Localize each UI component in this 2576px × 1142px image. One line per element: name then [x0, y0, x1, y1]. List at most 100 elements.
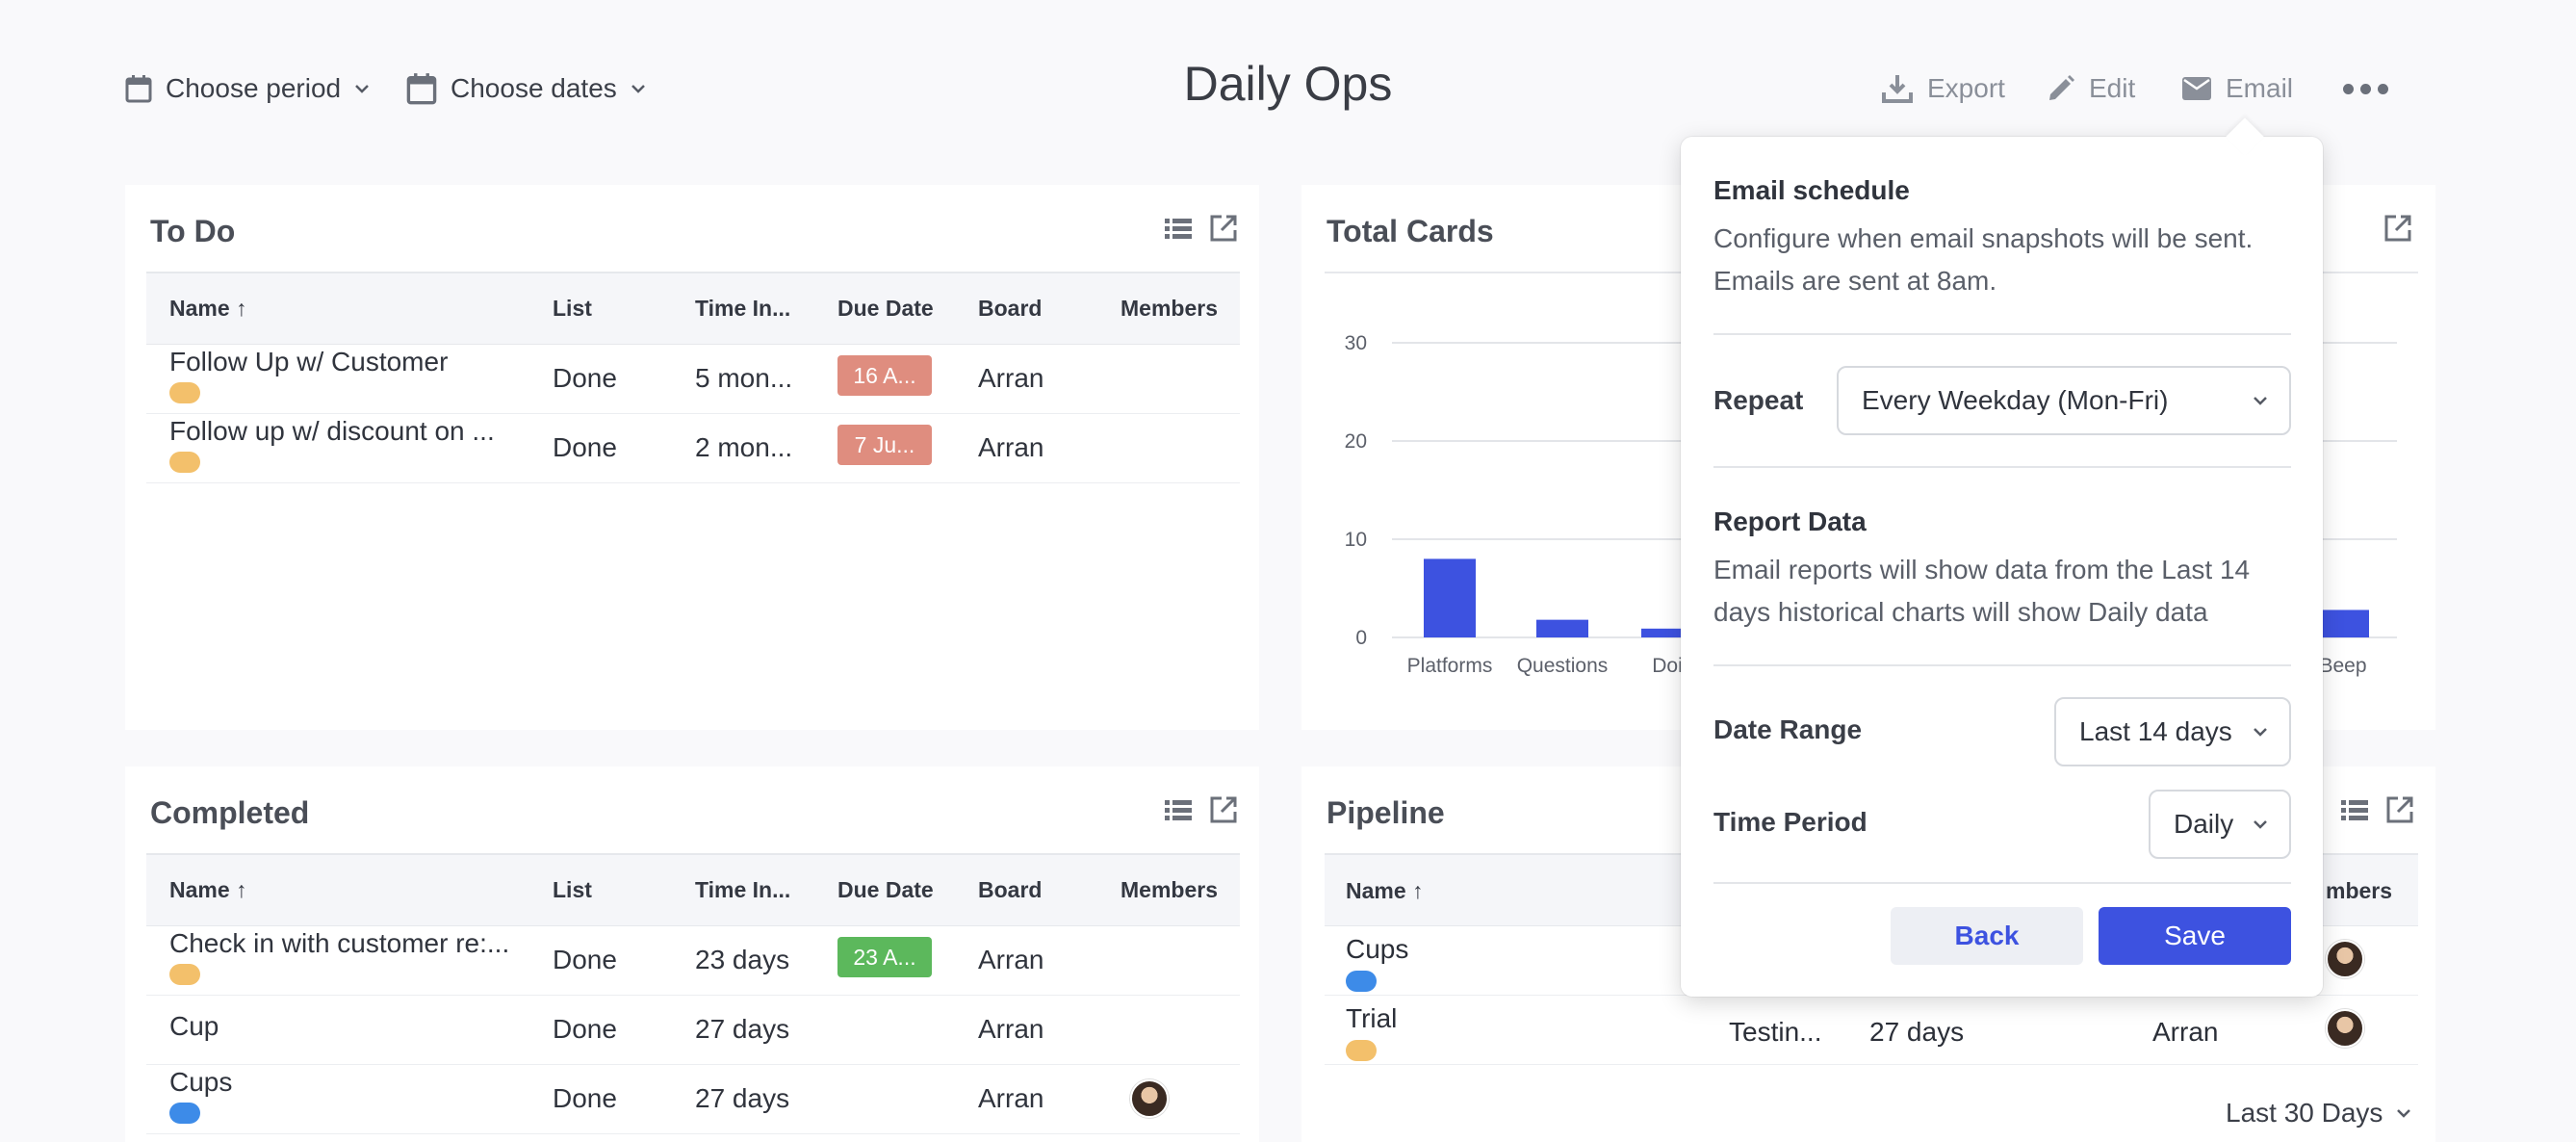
- table-row[interactable]: Cups Done 27 days Arran: [146, 1064, 1240, 1134]
- open-external-icon: [2384, 215, 2411, 242]
- y-tick-label: 30: [1345, 332, 1367, 354]
- repeat-value: Every Weekday (Mon-Fri): [1862, 385, 2169, 415]
- completed-table: Name ↑ List Time In... Due Date Board Me…: [146, 853, 1240, 1134]
- back-button[interactable]: Back: [1891, 907, 2083, 965]
- card-name: Cup: [169, 1012, 219, 1041]
- repeat-label: Repeat: [1713, 385, 1804, 415]
- label-dot: [169, 1103, 200, 1124]
- column-header-time-in[interactable]: Time In...: [672, 853, 814, 926]
- bar[interactable]: [1536, 619, 1588, 637]
- choose-dates-label: Choose dates: [451, 73, 617, 103]
- completed-title: Completed: [150, 795, 310, 830]
- card-name: Cups: [169, 1068, 233, 1097]
- list-view-icon[interactable]: [2341, 798, 2368, 821]
- list-view-icon[interactable]: [1165, 217, 1192, 240]
- chevron-down-icon: [2254, 397, 2267, 405]
- x-tick-label: Doi: [1652, 655, 1683, 677]
- calendar-icon: [125, 75, 152, 103]
- card-board: Arran: [955, 925, 1097, 996]
- column-header-name[interactable]: Name ↑: [146, 272, 529, 345]
- card-time-in: 27 days: [1869, 1017, 1965, 1047]
- table-row[interactable]: Follow Up w/ Customer Done 5 mon... 16 A...…: [146, 344, 1240, 414]
- avatar: [2326, 940, 2364, 978]
- card-name-cell: Follow up w/ discount on ...: [146, 413, 529, 483]
- card-list: Done: [529, 413, 672, 483]
- y-tick-label: 10: [1345, 529, 1367, 551]
- open-external-icon[interactable]: [2385, 795, 2414, 824]
- pipeline-title: Pipeline: [1327, 795, 1445, 830]
- chevron-down-icon: [2254, 820, 2267, 829]
- x-tick-label: Platforms: [1407, 655, 1493, 677]
- report-data-title: Report Data: [1713, 506, 1867, 536]
- date-range-label: Date Range: [1713, 714, 1863, 744]
- open-external-icon[interactable]: [1209, 795, 1238, 824]
- bar[interactable]: [1641, 628, 1693, 637]
- column-header-board[interactable]: Board: [955, 272, 1097, 345]
- choose-dates-button[interactable]: Choose dates: [406, 67, 646, 110]
- table-row[interactable]: Cup Done 27 days Arran: [146, 995, 1240, 1065]
- card-time-in: 5 mon...: [672, 344, 814, 414]
- label-dot: [169, 382, 200, 403]
- divider: [1713, 333, 2291, 335]
- card-name-cell: Check in with customer re:...: [146, 925, 529, 996]
- card-list: Done: [529, 925, 672, 996]
- email-button[interactable]: Email: [2181, 67, 2293, 110]
- card-name: Trial: [1346, 1003, 1398, 1033]
- card-list: Testin...: [1729, 1017, 1822, 1047]
- more-options-button[interactable]: [2343, 75, 2388, 102]
- todo-panel-icons: [1165, 214, 1238, 243]
- column-header-list[interactable]: List: [529, 853, 672, 926]
- card-board: Arran: [955, 413, 1097, 483]
- bar[interactable]: [2317, 610, 2369, 637]
- column-header-members[interactable]: Members: [1097, 853, 1240, 926]
- time-period-select[interactable]: Daily: [2149, 790, 2291, 859]
- card-list: Done: [529, 995, 672, 1065]
- column-header-members[interactable]: mbers: [2326, 878, 2393, 903]
- date-range-select[interactable]: Last 14 days: [2054, 697, 2291, 766]
- time-period-label: Time Period: [1713, 807, 1868, 837]
- pipeline-panel-icons: [2341, 795, 2414, 824]
- total-cards-title: Total Cards: [1327, 214, 1494, 248]
- table-row[interactable]: Follow up w/ discount on ... Done 2 mon...…: [146, 413, 1240, 483]
- list-view-icon[interactable]: [1165, 798, 1192, 821]
- completed-panel-icons: [1165, 795, 1238, 824]
- avatar: [1130, 1079, 1169, 1118]
- x-tick-label: Beep: [2319, 655, 2366, 677]
- export-label: Export: [1927, 73, 2005, 103]
- column-header-name[interactable]: Name ↑: [1346, 878, 1424, 903]
- pipeline-range-label: Last 30 Days: [2226, 1098, 2383, 1128]
- divider: [1713, 882, 2291, 884]
- card-board: Arran: [955, 995, 1097, 1065]
- card-list: Done: [529, 344, 672, 414]
- column-header-name[interactable]: Name ↑: [146, 853, 529, 926]
- bar[interactable]: [1424, 558, 1476, 637]
- repeat-select[interactable]: Every Weekday (Mon-Fri): [1837, 366, 2291, 435]
- column-header-time-in[interactable]: Time In...: [672, 272, 814, 345]
- email-schedule-description: Configure when email snapshots will be s…: [1713, 223, 2254, 296]
- edit-button[interactable]: Edit: [2047, 67, 2135, 110]
- column-header-members[interactable]: Members: [1097, 272, 1240, 345]
- due-date-badge: 7 Ju...: [837, 424, 932, 465]
- table-row[interactable]: Trial Testin... 27 days Arran: [1325, 996, 2418, 1065]
- column-header-due-date[interactable]: Due Date: [814, 853, 955, 926]
- card-members: [1097, 925, 1240, 996]
- divider: [1713, 664, 2291, 666]
- email-schedule-title: Email schedule: [1713, 175, 1910, 205]
- save-button[interactable]: Save: [2099, 907, 2291, 965]
- choose-period-button[interactable]: Choose period: [125, 67, 370, 110]
- pipeline-range-dropdown[interactable]: Last 30 Days: [2226, 1098, 2411, 1129]
- table-row[interactable]: Check in with customer re:... Done 23 days…: [146, 925, 1240, 996]
- column-header-board[interactable]: Board: [955, 853, 1097, 926]
- open-external-icon[interactable]: [1209, 214, 1238, 243]
- label-dot: [169, 964, 200, 985]
- date-range-value: Last 14 days: [2079, 716, 2232, 746]
- label-dot: [169, 452, 200, 473]
- total-cards-open-button[interactable]: [2383, 214, 2412, 247]
- label-dot: [1346, 971, 1377, 992]
- y-tick-label: 20: [1345, 430, 1367, 453]
- column-header-due-date[interactable]: Due Date: [814, 272, 955, 345]
- card-time-in: 23 days: [672, 925, 814, 996]
- card-members: [1097, 344, 1240, 414]
- export-button[interactable]: Export: [1881, 67, 2005, 110]
- column-header-list[interactable]: List: [529, 272, 672, 345]
